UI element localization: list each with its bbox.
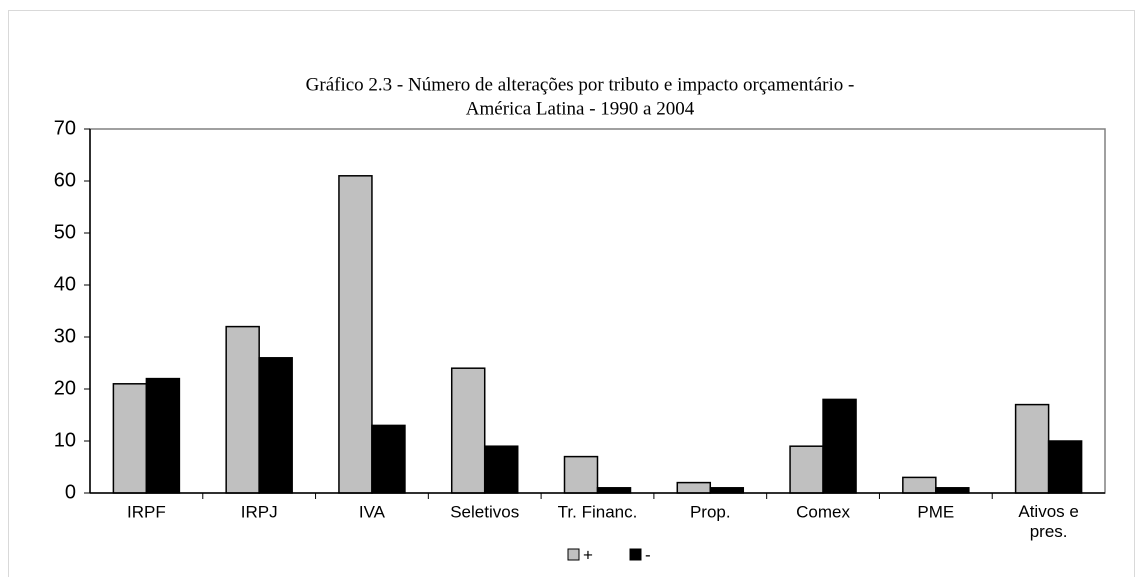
legend-label: + [583, 545, 593, 564]
x-tick-label: Comex [796, 502, 850, 521]
bar [225, 325, 260, 494]
chart-title: América Latina - 1990 a 2004 [466, 98, 695, 119]
bar [450, 367, 486, 494]
y-tick-label: 60 [54, 169, 76, 191]
x-tick-label: IRPF [127, 502, 166, 521]
y-tick-label: 10 [54, 429, 76, 451]
y-tick-label: 70 [54, 117, 76, 139]
y-tick-label: 50 [54, 221, 76, 243]
y-tick-label: 30 [54, 325, 76, 347]
bar [145, 377, 181, 494]
x-tick-label: Seletivos [450, 502, 519, 521]
bar [935, 487, 970, 494]
bar [338, 175, 373, 494]
bar [709, 487, 745, 494]
bar [371, 424, 406, 494]
bar [902, 476, 937, 494]
bar [112, 383, 148, 494]
bar [1014, 403, 1050, 494]
bar [483, 445, 519, 494]
x-tick-label: Ativos e pres. [1018, 502, 1078, 541]
x-tick-label: IRPJ [241, 502, 278, 521]
x-tick-label: Tr. Financ. [558, 502, 638, 521]
bar [822, 398, 857, 494]
bar [1047, 440, 1083, 494]
y-tick-label: 20 [54, 377, 76, 399]
y-tick-label: 40 [54, 273, 76, 295]
bar [563, 455, 599, 494]
chart-border [8, 10, 1135, 577]
legend-swatch [567, 548, 580, 561]
bar [676, 481, 712, 494]
bar [596, 487, 632, 494]
legend-label: - [645, 545, 651, 564]
bar [789, 445, 824, 494]
y-tick-label: 0 [65, 481, 76, 503]
x-tick-label: PME [917, 502, 954, 521]
bar [258, 357, 293, 494]
legend-swatch [629, 548, 642, 561]
chart-title: Gráfico 2.3 - Número de alterações por t… [306, 74, 855, 95]
x-tick-label: IVA [359, 502, 386, 521]
x-tick-label: Prop. [690, 502, 731, 521]
